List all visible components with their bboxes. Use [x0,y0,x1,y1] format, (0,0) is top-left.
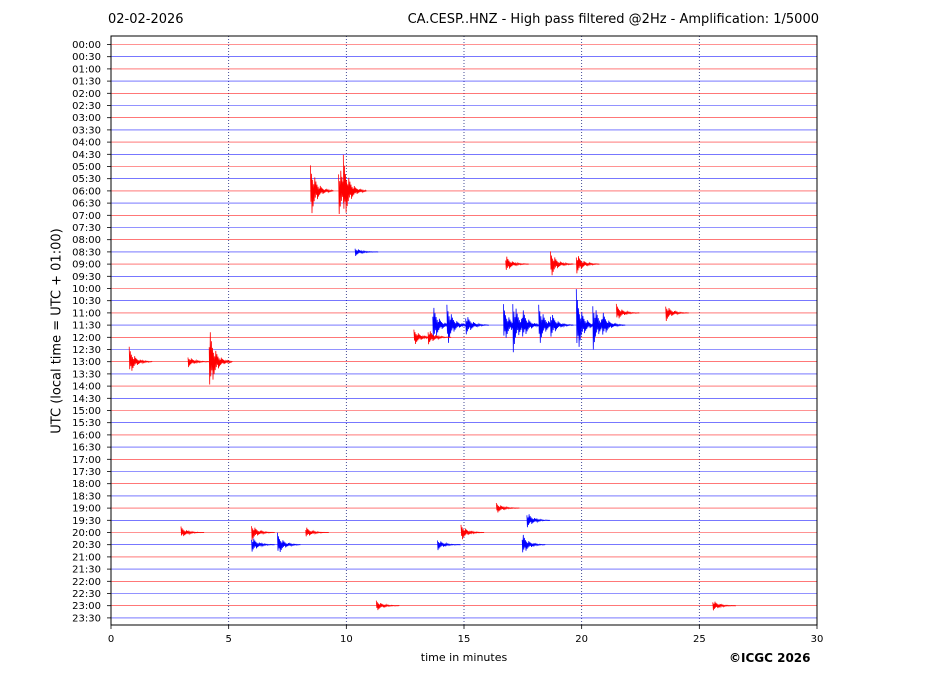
x-tick-label: 25 [693,634,706,645]
x-tick-label: 15 [458,634,471,645]
seismic-event-burst [342,154,367,213]
x-tick-label: 10 [340,634,353,645]
row-time-label: 16:30 [72,443,101,454]
row-time-label: 02:30 [72,101,101,112]
copyright-credit: ©ICGC 2026 [729,651,811,665]
row-time-label: 19:30 [72,516,101,527]
row-time-label: 06:00 [72,186,101,197]
row-time-label: 21:30 [72,565,101,576]
seismic-event-burst [277,532,301,553]
x-tick-label: 30 [811,634,824,645]
row-time-label: 22:00 [72,577,101,588]
row-time-label: 04:00 [72,138,101,149]
row-time-label: 13:00 [72,357,101,368]
seismic-event-burst [305,527,329,537]
seismic-event-burst [712,601,736,611]
row-time-label: 08:30 [72,247,101,258]
seismic-event-burst [251,526,275,541]
seismic-event-burst [521,534,546,553]
row-time-label: 20:30 [72,540,101,551]
seismic-event-burst [615,303,640,319]
row-time-label: 14:00 [72,382,101,393]
row-time-label: 07:00 [72,211,101,222]
seismic-event-burst [310,165,334,214]
chart-date: 02-02-2026 [108,12,184,27]
seismic-event-burst [550,251,574,276]
row-time-label: 14:30 [72,394,101,405]
seismic-event-burst [665,306,689,322]
row-time-label: 05:00 [72,162,101,173]
row-time-label: 09:00 [72,260,101,271]
seismic-event-burst [505,256,529,270]
row-time-label: 20:00 [72,528,101,539]
seismic-event-burst [128,346,153,371]
x-tick-label: 0 [108,634,114,645]
seismic-event-burst [550,314,574,337]
seismic-event-burst [354,248,379,257]
seismic-event-burst [208,332,233,385]
row-time-label: 19:00 [72,504,101,515]
row-time-label: 03:00 [72,113,101,124]
row-time-label: 00:00 [72,40,101,51]
seismic-event-burst [575,256,600,274]
row-time-label: 22:30 [72,589,101,600]
row-time-label: 02:00 [72,89,101,100]
row-time-label: 11:00 [72,308,101,319]
seismic-event-burst [375,600,400,611]
row-time-label: 08:00 [72,235,101,246]
seismic-event-burst [512,304,537,353]
row-time-label: 05:30 [72,174,101,185]
row-time-label: 16:00 [72,430,101,441]
seismic-event-burst [465,317,490,335]
chart-title: CA.CESP..HNZ - High pass filtered @2Hz -… [407,12,819,27]
row-time-label: 03:30 [72,125,101,136]
seismic-event-burst [526,514,551,528]
row-time-label: 10:30 [72,296,101,307]
row-time-label: 23:00 [72,601,101,612]
row-time-label: 21:00 [72,552,101,563]
row-time-label: 18:30 [72,491,101,502]
row-time-label: 06:30 [72,199,101,210]
seismic-event-burst [437,540,461,551]
row-time-label: 18:00 [72,479,101,490]
row-time-label: 17:30 [72,467,101,478]
seismic-event-burst [187,357,212,368]
x-axis-label: time in minutes [420,651,508,664]
seismic-event-burst [251,538,275,552]
row-time-label: 01:00 [72,64,101,75]
row-time-label: 13:30 [72,369,101,380]
seismic-event-burst [460,524,485,540]
row-time-label: 11:30 [72,321,101,332]
seismic-event-burst [601,312,626,335]
row-time-label: 00:30 [72,52,101,63]
row-time-label: 15:30 [72,418,101,429]
row-time-label: 10:00 [72,284,101,295]
seismic-event-burst [427,331,452,345]
row-time-label: 12:30 [72,345,101,356]
row-time-label: 07:30 [72,223,101,234]
row-time-label: 04:30 [72,150,101,161]
x-tick-label: 20 [575,634,588,645]
row-time-label: 01:30 [72,77,101,88]
x-tick-label: 5 [225,634,231,645]
row-time-label: 09:30 [72,272,101,283]
row-time-label: 15:00 [72,406,101,417]
seismic-event-burst [180,526,205,537]
row-time-label: 17:00 [72,455,101,466]
seismic-event-burst [495,502,520,513]
row-time-label: 12:00 [72,333,101,344]
row-time-label: 23:30 [72,613,101,624]
